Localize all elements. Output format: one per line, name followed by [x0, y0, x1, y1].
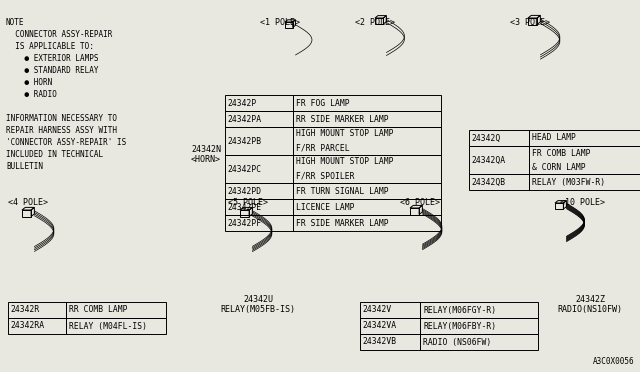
- Text: 24342R: 24342R: [10, 305, 39, 314]
- Bar: [293, 127, 441, 155]
- Text: <4 POLE>: <4 POLE>: [8, 198, 48, 207]
- Bar: [225, 215, 293, 231]
- Text: 24342N: 24342N: [191, 145, 221, 154]
- Bar: [360, 334, 420, 350]
- Bar: [285, 22, 292, 28]
- Text: FR FOG LAMP: FR FOG LAMP: [296, 99, 349, 108]
- Bar: [225, 155, 293, 183]
- Text: A3C0X0056: A3C0X0056: [593, 357, 634, 366]
- Text: RADIO(NS10FW): RADIO(NS10FW): [557, 305, 623, 314]
- Text: 24342RA: 24342RA: [10, 321, 44, 330]
- Text: <2 POLE>: <2 POLE>: [355, 18, 395, 27]
- Text: 24342PF: 24342PF: [227, 218, 261, 228]
- Bar: [469, 146, 529, 174]
- Bar: [66, 318, 166, 334]
- Bar: [360, 318, 420, 334]
- Text: INCLUDED IN TECHNICAL: INCLUDED IN TECHNICAL: [6, 150, 103, 159]
- Text: <10 POLE>: <10 POLE>: [560, 198, 605, 207]
- Bar: [528, 18, 537, 25]
- Text: REPAIR HARNESS ASSY WITH: REPAIR HARNESS ASSY WITH: [6, 126, 117, 135]
- Text: <HORN>: <HORN>: [191, 155, 221, 164]
- Text: RELAY(M05FB-IS): RELAY(M05FB-IS): [221, 305, 296, 314]
- Text: <1 POLE>: <1 POLE>: [260, 18, 300, 27]
- Bar: [66, 302, 166, 318]
- Bar: [293, 111, 441, 127]
- Text: RR COMB LAMP: RR COMB LAMP: [69, 305, 127, 314]
- Text: <6 POLE>: <6 POLE>: [400, 198, 440, 207]
- Text: F/RR SPOILER: F/RR SPOILER: [296, 171, 355, 180]
- Text: NOTE: NOTE: [6, 18, 24, 27]
- Text: RELAY (M03FW-R): RELAY (M03FW-R): [532, 177, 605, 186]
- Bar: [293, 95, 441, 111]
- Bar: [225, 95, 293, 111]
- Bar: [375, 18, 383, 24]
- Text: IS APPLICABLE TO:: IS APPLICABLE TO:: [6, 42, 94, 51]
- Text: 24342U: 24342U: [243, 295, 273, 304]
- Text: 24342QA: 24342QA: [471, 155, 505, 164]
- Bar: [8, 302, 66, 318]
- Text: FR TURN SIGNAL LAMP: FR TURN SIGNAL LAMP: [296, 186, 388, 196]
- Text: FR COMB LAMP: FR COMB LAMP: [532, 148, 591, 157]
- Text: RELAY (M04FL-IS): RELAY (M04FL-IS): [69, 321, 147, 330]
- Bar: [469, 174, 529, 190]
- Text: CONNECTOR ASSY-REPAIR: CONNECTOR ASSY-REPAIR: [6, 30, 113, 39]
- Text: 24342V: 24342V: [362, 305, 391, 314]
- Text: 'CONNECTOR ASSY-REPAIR' IS: 'CONNECTOR ASSY-REPAIR' IS: [6, 138, 126, 147]
- Text: 24342VA: 24342VA: [362, 321, 396, 330]
- Text: RR SIDE MARKER LAMP: RR SIDE MARKER LAMP: [296, 115, 388, 124]
- Text: 24342P: 24342P: [227, 99, 256, 108]
- Text: & CORN LAMP: & CORN LAMP: [532, 163, 586, 171]
- Text: 24342PE: 24342PE: [227, 202, 261, 212]
- Text: HIGH MOUNT STOP LAMP: HIGH MOUNT STOP LAMP: [296, 157, 394, 167]
- Text: HIGH MOUNT STOP LAMP: HIGH MOUNT STOP LAMP: [296, 129, 394, 138]
- Bar: [8, 318, 66, 334]
- Text: 24342Z: 24342Z: [575, 295, 605, 304]
- Bar: [360, 302, 420, 318]
- Text: BULLETIN: BULLETIN: [6, 162, 43, 171]
- Text: RELAY(M06FBY-R): RELAY(M06FBY-R): [423, 321, 496, 330]
- Bar: [410, 208, 419, 215]
- Bar: [22, 210, 31, 217]
- Bar: [225, 183, 293, 199]
- Bar: [555, 203, 563, 209]
- Bar: [420, 334, 538, 350]
- Text: FR SIDE MARKER LAMP: FR SIDE MARKER LAMP: [296, 218, 388, 228]
- Bar: [469, 130, 529, 146]
- Text: <5 POLE>: <5 POLE>: [228, 198, 268, 207]
- Text: 24342VB: 24342VB: [362, 337, 396, 346]
- Bar: [225, 199, 293, 215]
- Bar: [529, 174, 640, 190]
- Text: ● EXTERIOR LAMPS: ● EXTERIOR LAMPS: [6, 54, 99, 63]
- Bar: [420, 318, 538, 334]
- Text: 24342Q: 24342Q: [471, 134, 500, 142]
- Text: ● RADIO: ● RADIO: [6, 90, 57, 99]
- Bar: [293, 199, 441, 215]
- Text: 24342PD: 24342PD: [227, 186, 261, 196]
- Bar: [529, 130, 640, 146]
- Text: <3 POLE>: <3 POLE>: [510, 18, 550, 27]
- Bar: [225, 111, 293, 127]
- Text: LICENCE LAMP: LICENCE LAMP: [296, 202, 355, 212]
- Text: HEAD LAMP: HEAD LAMP: [532, 134, 576, 142]
- Text: 24342PA: 24342PA: [227, 115, 261, 124]
- Bar: [240, 210, 249, 217]
- Text: F/RR PARCEL: F/RR PARCEL: [296, 144, 349, 153]
- Bar: [293, 155, 441, 183]
- Bar: [293, 215, 441, 231]
- Bar: [529, 146, 640, 174]
- Text: INFORMATION NECESSARY TO: INFORMATION NECESSARY TO: [6, 114, 117, 123]
- Text: RADIO (NS06FW): RADIO (NS06FW): [423, 337, 492, 346]
- Text: 24342PB: 24342PB: [227, 137, 261, 145]
- Text: ● HORN: ● HORN: [6, 78, 52, 87]
- Bar: [293, 183, 441, 199]
- Text: 24342PC: 24342PC: [227, 164, 261, 173]
- Bar: [420, 302, 538, 318]
- Text: ● STANDARD RELAY: ● STANDARD RELAY: [6, 66, 99, 75]
- Text: 24342QB: 24342QB: [471, 177, 505, 186]
- Bar: [225, 127, 293, 155]
- Text: RELAY(M06FGY-R): RELAY(M06FGY-R): [423, 305, 496, 314]
